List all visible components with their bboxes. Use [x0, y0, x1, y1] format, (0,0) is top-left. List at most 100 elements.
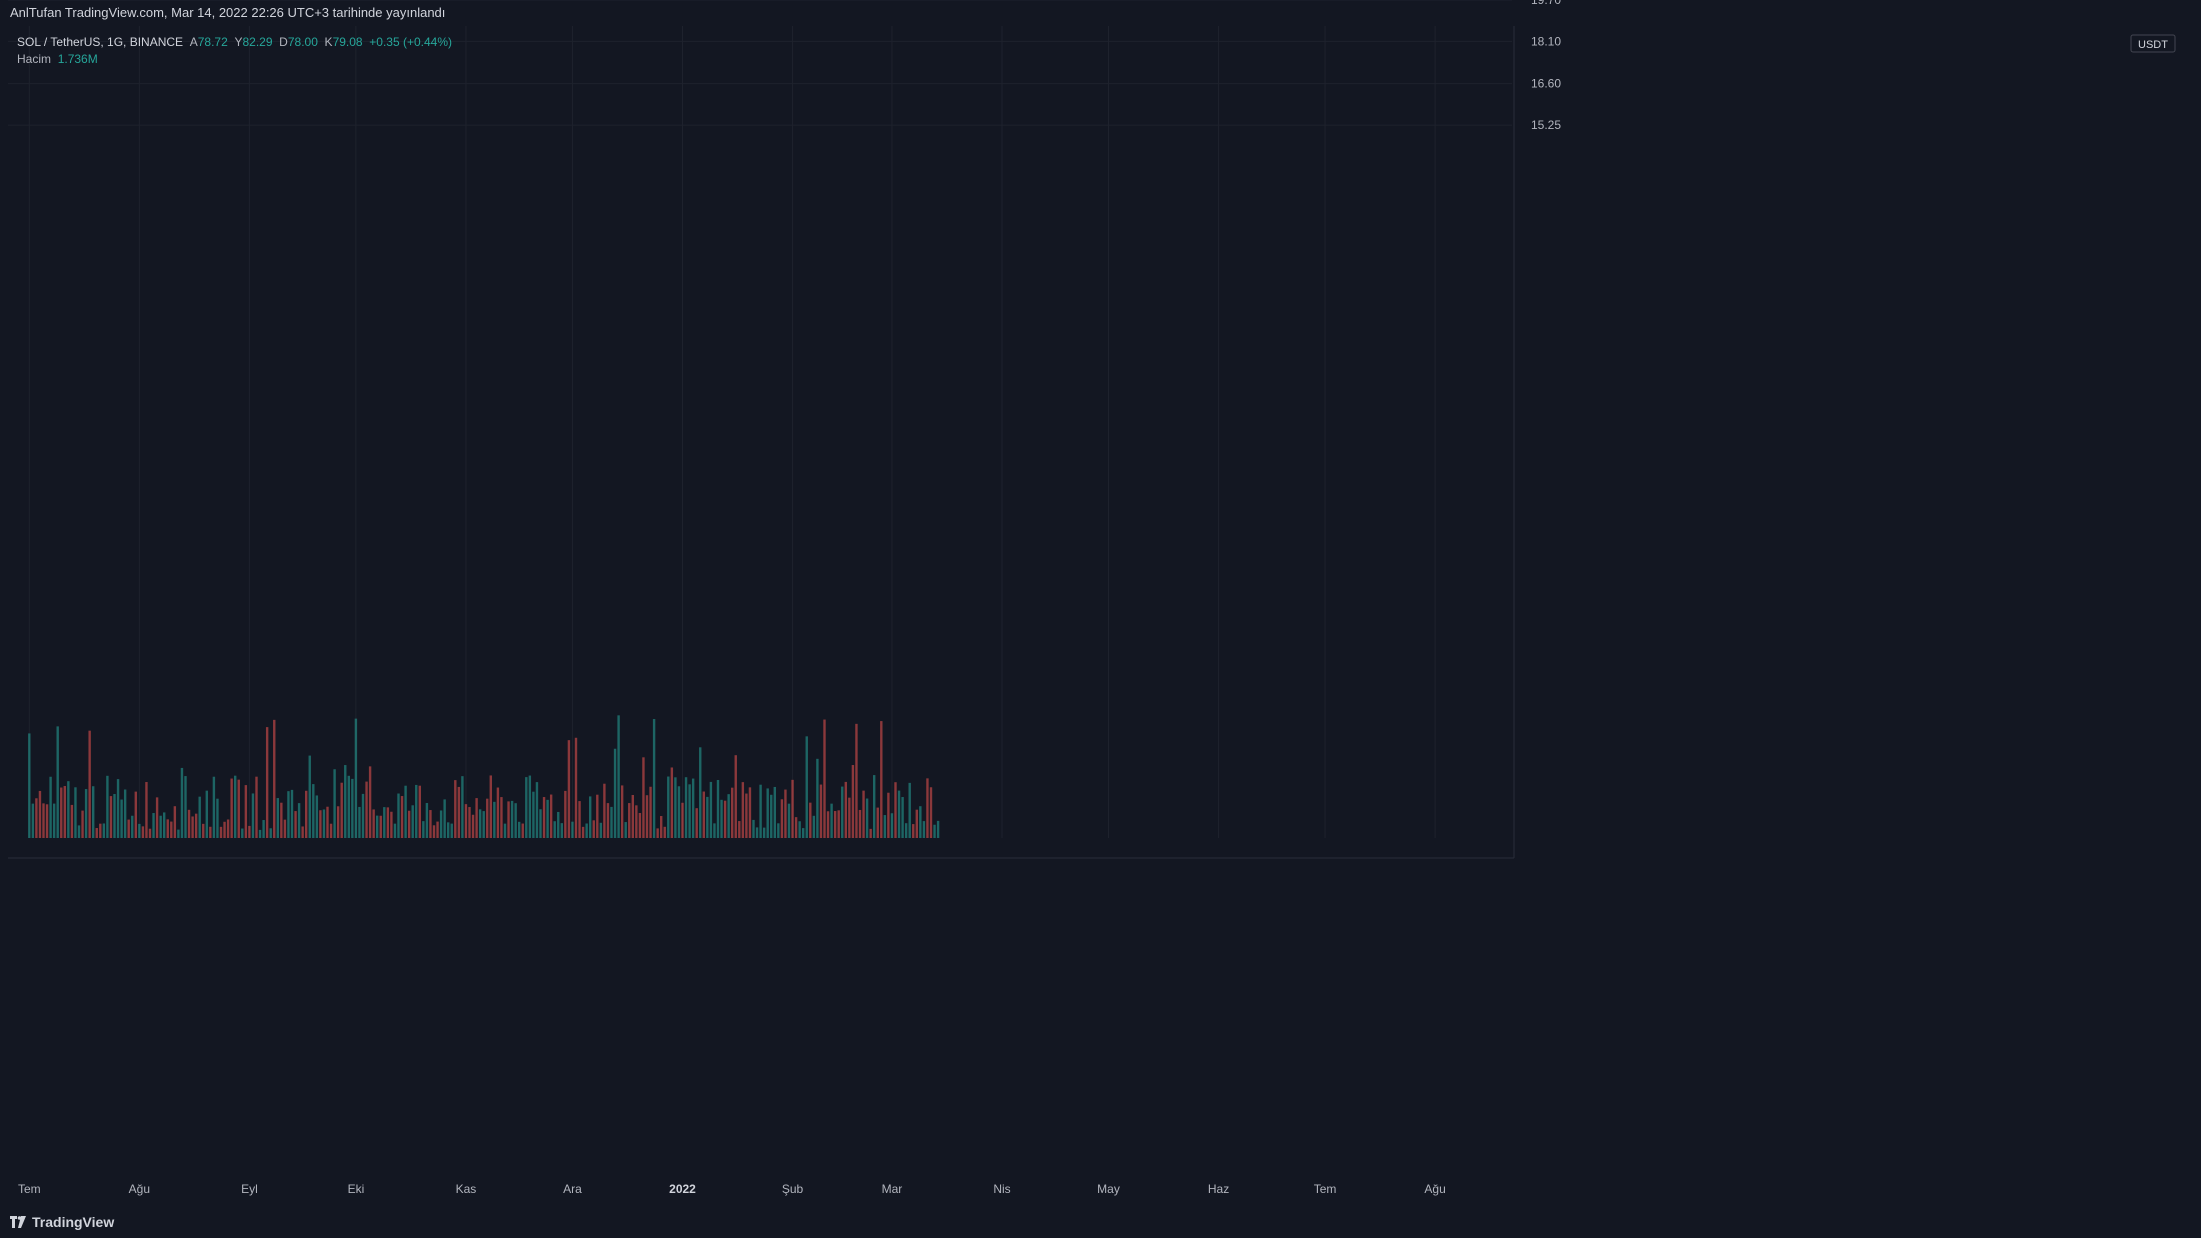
volume-bar: [660, 816, 663, 838]
volume-bar: [173, 806, 177, 838]
footer-brand[interactable]: TradingView: [32, 1214, 115, 1230]
volume-bar: [656, 828, 659, 838]
volume-bar: [276, 798, 279, 838]
y-tick-label: 19.70: [1531, 0, 1561, 7]
volume-bar: [663, 826, 666, 838]
volume-bar: [155, 797, 159, 838]
volume-bar: [461, 776, 464, 838]
symbol-label[interactable]: SOL / TetherUS, 1G, BINANCE: [17, 35, 184, 49]
volume-bar: [475, 798, 478, 838]
volume-bar: [184, 776, 187, 838]
volume-bar: [731, 787, 734, 838]
volume-bar: [624, 822, 627, 838]
volume-bar: [880, 721, 883, 838]
volume-bar: [631, 795, 634, 838]
volume-bar: [127, 819, 130, 838]
volume-bar: [805, 736, 808, 838]
volume-bar: [194, 813, 198, 838]
volume-bar: [691, 778, 695, 838]
volume-bar: [922, 821, 926, 838]
volume-bar: [628, 803, 631, 838]
volume-bar: [74, 787, 77, 838]
volume-bar: [372, 809, 375, 838]
volume-bar: [489, 775, 492, 838]
volume-bar: [361, 793, 365, 838]
volume-bar: [209, 826, 212, 838]
volume-bar: [926, 778, 929, 838]
volume-bar: [787, 803, 791, 838]
chart-background: [0, 26, 2201, 1206]
volume-bar: [748, 787, 752, 838]
volume-bar: [908, 782, 911, 838]
volume-bar: [837, 810, 840, 838]
volume-bar: [290, 789, 294, 838]
volume-bar: [873, 775, 876, 838]
x-tick-label: Şub: [782, 1182, 804, 1196]
volume-bar: [283, 819, 287, 838]
volume-bar: [308, 755, 311, 838]
volume-bar: [553, 821, 556, 838]
volume-bar: [63, 786, 66, 838]
volume-bar: [45, 804, 49, 838]
volume-bar: [791, 779, 794, 838]
x-tick-label: Eyl: [241, 1182, 258, 1196]
volume-bar: [258, 829, 262, 838]
volume-bar: [390, 811, 393, 838]
volume-bar: [759, 784, 762, 838]
volume-bar: [883, 815, 887, 838]
volume-bar: [762, 827, 766, 838]
volume-bar: [798, 821, 801, 838]
volume-bar: [720, 799, 723, 838]
volume-label[interactable]: Hacim: [17, 52, 52, 66]
volume-bar: [521, 823, 524, 838]
volume-bar: [560, 823, 563, 838]
volume-bar: [187, 809, 191, 838]
volume-bar: [500, 797, 503, 838]
volume-bar: [674, 777, 677, 838]
volume-bar: [684, 777, 688, 838]
x-tick-label: Ağu: [129, 1182, 150, 1196]
volume-bar: [67, 781, 70, 838]
volume-bar: [802, 828, 805, 838]
volume-bar: [745, 793, 748, 838]
volume-bar: [496, 787, 500, 838]
volume-bar: [152, 813, 155, 838]
volume-bar: [163, 812, 166, 838]
volume-bar: [170, 821, 173, 838]
close-value: 79.08: [332, 35, 363, 49]
volume-bar: [897, 790, 901, 838]
volume-bar: [450, 823, 453, 838]
volume-bar: [936, 820, 940, 838]
volume-bar: [695, 808, 698, 838]
volume-bar: [865, 798, 869, 838]
x-tick-label: Nis: [993, 1182, 1010, 1196]
open-label: A: [189, 35, 198, 49]
volume-bar: [379, 815, 382, 838]
volume-bar: [205, 790, 208, 838]
volume-bar: [326, 806, 329, 838]
volume-bar: [706, 796, 709, 838]
volume-bar: [667, 776, 670, 838]
low-value: 78.00: [287, 35, 318, 49]
volume-bar: [134, 791, 137, 838]
volume-bar: [528, 775, 532, 838]
x-tick-label: Tem: [1314, 1182, 1337, 1196]
volume-bar: [571, 821, 574, 838]
volume-bar: [177, 829, 180, 838]
volume-bar: [510, 800, 514, 838]
volume-bar: [549, 794, 553, 838]
volume-bar: [592, 820, 595, 838]
volume-bar: [145, 782, 148, 838]
volume-bar: [841, 786, 844, 838]
volume-bar: [858, 809, 862, 838]
volume-bar: [794, 817, 798, 838]
volume-bar: [578, 801, 581, 838]
x-tick-label: Ara: [563, 1182, 582, 1196]
volume-bar: [564, 790, 567, 838]
volume-bar: [606, 803, 610, 838]
volume-bar: [400, 796, 404, 838]
volume-bar: [688, 784, 691, 838]
volume-bar: [251, 793, 255, 838]
low-label: D: [279, 35, 288, 49]
